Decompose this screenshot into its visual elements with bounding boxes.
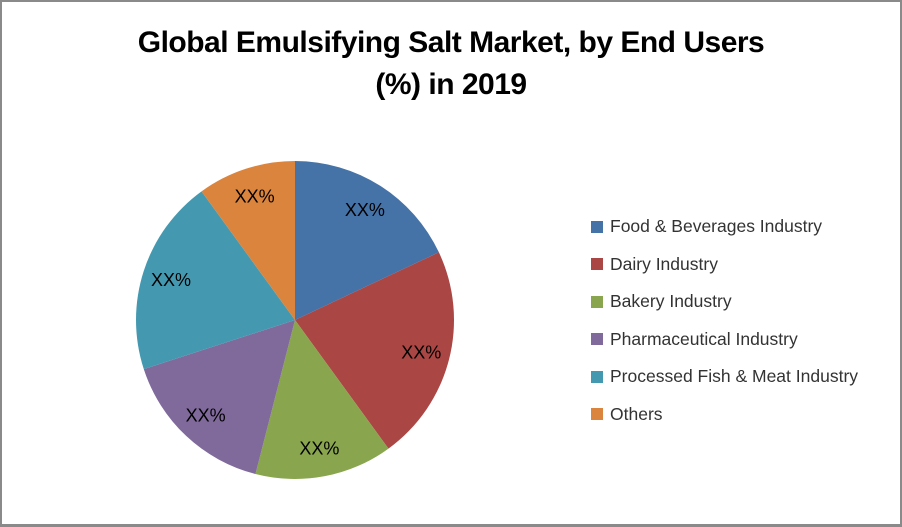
pie-slice-5[interactable] — [201, 161, 295, 320]
slice-data-label: XX% — [235, 186, 275, 206]
legend-item-label: Bakery Industry — [610, 291, 732, 312]
slice-data-label: XX% — [345, 200, 385, 220]
legend-swatch-icon — [591, 220, 603, 233]
slice-data-label: XX% — [186, 405, 226, 425]
legend-item-others[interactable]: Others — [591, 396, 858, 434]
pie-slice-1[interactable] — [295, 252, 455, 449]
legend-item-bakery[interactable]: Bakery Industry — [591, 283, 858, 321]
pie-slice-3[interactable] — [143, 320, 295, 474]
chart-title-line2: (%) in 2019 — [375, 68, 527, 101]
slice-data-label: XX% — [401, 343, 441, 363]
legend-swatch-icon — [591, 258, 603, 271]
legend-swatch-icon — [591, 295, 603, 308]
legend-item-processed-fish-meat[interactable]: Processed Fish & Meat Industry — [591, 358, 858, 396]
legend-item-label: Food & Beverages Industry — [610, 216, 823, 237]
pie-slice-0[interactable] — [295, 161, 439, 320]
pie-slice-2[interactable] — [255, 320, 389, 479]
legend: Food & Beverages Industry Dairy Industry… — [591, 208, 858, 433]
chart-title: Global Emulsifying Salt Market, by End U… — [2, 22, 900, 106]
legend-item-label: Pharmaceutical Industry — [610, 328, 798, 349]
legend-item-dairy[interactable]: Dairy Industry — [591, 246, 858, 284]
legend-item-pharmaceutical[interactable]: Pharmaceutical Industry — [591, 321, 858, 359]
legend-swatch-icon — [591, 333, 603, 346]
legend-item-label: Processed Fish & Meat Industry — [610, 366, 859, 387]
legend-item-label: Others — [610, 403, 663, 424]
legend-swatch-icon — [591, 370, 603, 383]
chart-title-line1: Global Emulsifying Salt Market, by End U… — [137, 26, 765, 59]
slice-data-label: XX% — [151, 270, 191, 290]
legend-item-food-beverages[interactable]: Food & Beverages Industry — [591, 208, 858, 246]
slice-data-label: XX% — [299, 438, 339, 458]
pie-slice-4[interactable] — [135, 191, 295, 370]
legend-item-label: Dairy Industry — [610, 253, 718, 274]
legend-swatch-icon — [591, 408, 603, 421]
